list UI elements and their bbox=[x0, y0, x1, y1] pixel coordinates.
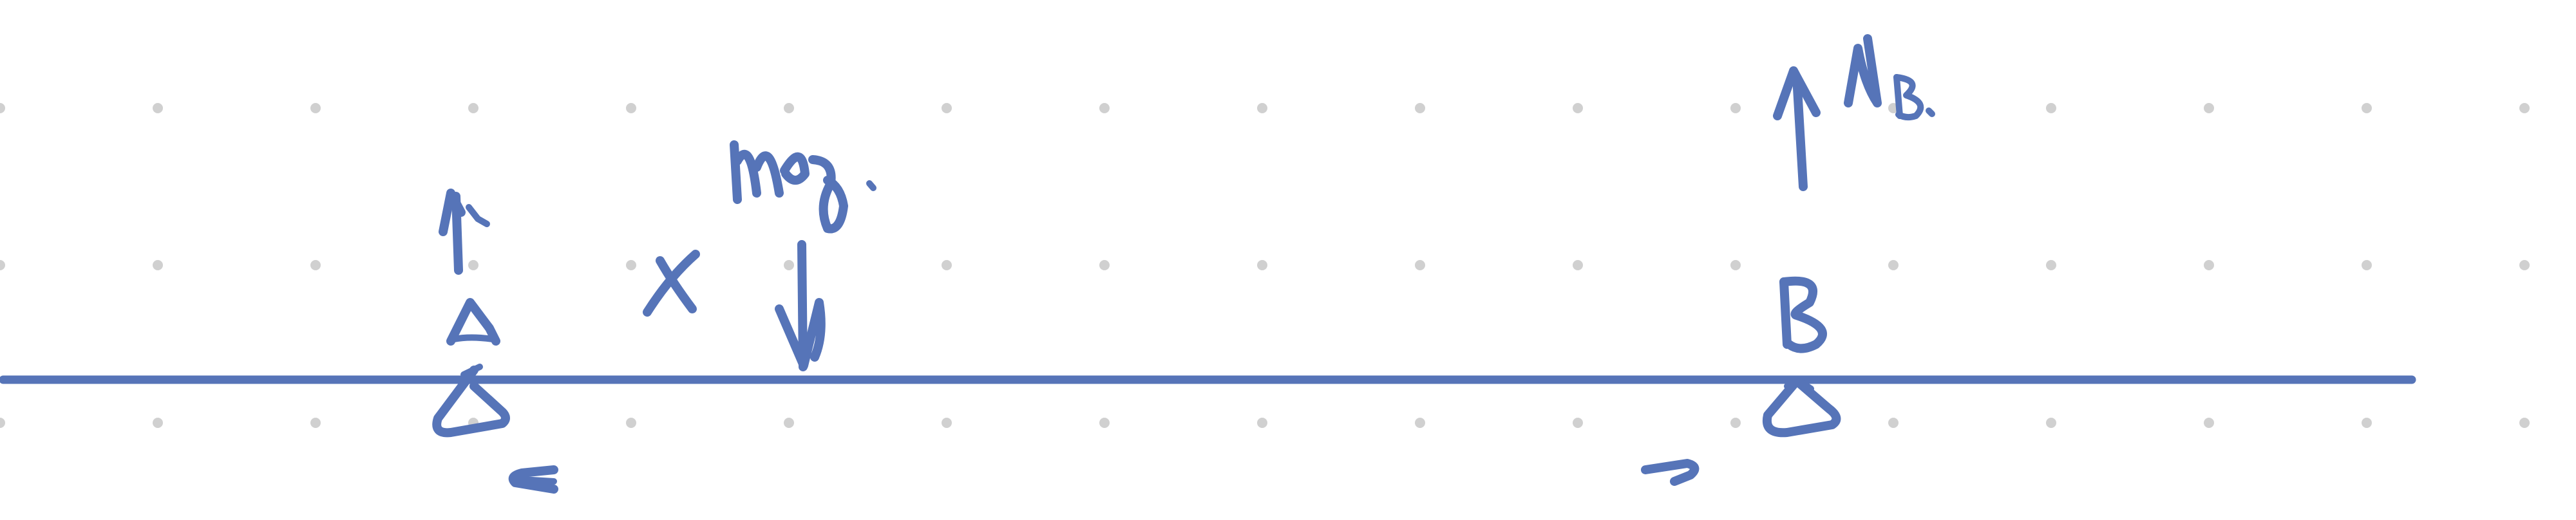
grid-dot bbox=[626, 260, 636, 270]
grid-dot bbox=[2204, 260, 2214, 270]
grid-dot bbox=[468, 260, 478, 270]
grid-dot bbox=[1257, 103, 1267, 113]
label-a bbox=[446, 298, 500, 346]
grid-dot bbox=[1415, 418, 1425, 428]
grid-dot bbox=[468, 103, 478, 113]
support-a-triangle bbox=[432, 366, 510, 438]
grid-dot bbox=[784, 103, 794, 113]
grid-dot bbox=[1415, 260, 1425, 270]
grid-dot bbox=[153, 260, 163, 270]
grid-dot bbox=[1257, 260, 1267, 270]
grid-dot bbox=[1573, 103, 1583, 113]
grid-dot bbox=[2519, 103, 2530, 113]
grid-dot bbox=[1415, 103, 1425, 113]
grid-dot bbox=[942, 418, 952, 428]
grid-dot bbox=[1099, 103, 1110, 113]
label-mg bbox=[730, 140, 876, 234]
reaction-b-arrow bbox=[1773, 66, 1821, 191]
label-x bbox=[643, 250, 700, 317]
grid-dot bbox=[1730, 103, 1741, 113]
weight-arrow bbox=[775, 240, 826, 371]
grid-dot bbox=[942, 260, 952, 270]
grid-dot bbox=[310, 260, 321, 270]
support-a-cross bbox=[460, 364, 483, 378]
grid-dot bbox=[310, 103, 321, 113]
grid-dot bbox=[0, 260, 5, 270]
reaction-a-arrow bbox=[439, 189, 490, 275]
grid-dot bbox=[153, 418, 163, 428]
grid-dot bbox=[2046, 418, 2056, 428]
grid-dot bbox=[2519, 418, 2530, 428]
grid-dot bbox=[0, 103, 5, 113]
friction-arrow-right bbox=[1641, 459, 1700, 486]
grid-dot bbox=[1573, 418, 1583, 428]
grid-dot bbox=[2204, 418, 2214, 428]
support-b-hook bbox=[1784, 376, 1814, 392]
label-b bbox=[1779, 276, 1827, 353]
grid-dot bbox=[1730, 260, 1741, 270]
grid-dot bbox=[1099, 260, 1110, 270]
grid-dot bbox=[2519, 260, 2530, 270]
grid-dot bbox=[1257, 418, 1267, 428]
friction-arrow-left bbox=[508, 465, 558, 494]
grid-dot bbox=[1888, 418, 1899, 428]
grid-dot bbox=[2362, 418, 2372, 428]
grid-dot bbox=[0, 418, 5, 428]
grid-dot bbox=[942, 103, 952, 113]
grid-dot bbox=[2204, 103, 2214, 113]
grid-dot bbox=[1888, 260, 1899, 270]
grid-dot bbox=[1573, 260, 1583, 270]
grid-dot bbox=[1730, 418, 1741, 428]
grid-dot bbox=[784, 418, 794, 428]
grid-dot bbox=[153, 103, 163, 113]
grid-dot bbox=[626, 418, 636, 428]
grid-dot bbox=[2046, 103, 2056, 113]
grid-dot bbox=[1099, 418, 1110, 428]
grid-dot bbox=[626, 103, 636, 113]
label-nb bbox=[1844, 34, 1935, 121]
dot-grid bbox=[0, 103, 2530, 428]
grid-dot bbox=[2362, 260, 2372, 270]
grid-dot bbox=[2046, 260, 2056, 270]
grid-dot bbox=[310, 418, 321, 428]
grid-dot bbox=[784, 260, 794, 270]
support-b-triangle bbox=[1762, 376, 1841, 438]
grid-dot bbox=[2362, 103, 2372, 113]
